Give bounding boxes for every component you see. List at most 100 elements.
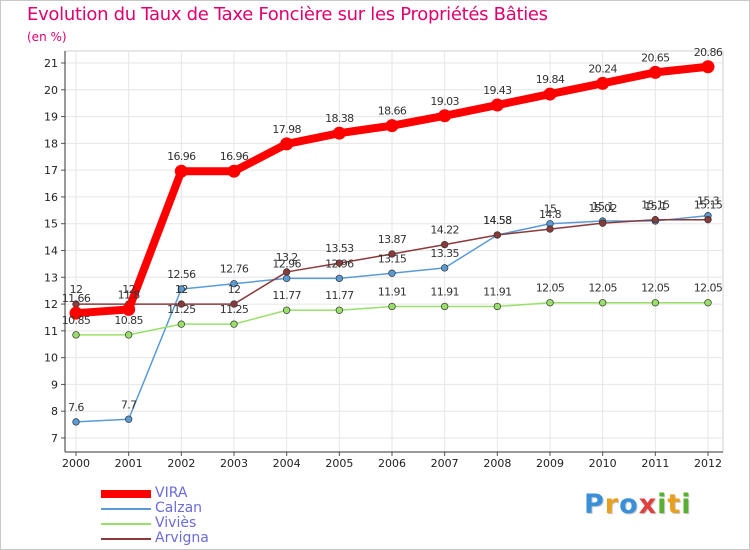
data-label-vivies: 10.85 [114,314,143,327]
data-label-arvigna: 13.2 [276,251,298,264]
data-point-calzan [230,280,238,288]
x-tick-label: 2008 [483,457,511,470]
x-tick-label: 2009 [536,457,564,470]
logo-letter: t [667,489,682,520]
legend-swatch-vivies [101,523,151,525]
data-label-arvigna: 12 [122,283,135,296]
data-point-arvigna [177,300,185,308]
data-label-calzan: 13.35 [430,247,459,260]
x-tick-label: 2010 [589,457,617,470]
x-tick-label: 2011 [641,457,669,470]
data-label-vira: 17.98 [272,123,301,136]
data-label-calzan: 12.76 [220,263,249,276]
data-label-calzan: 15.3 [697,195,720,208]
data-point-arvigna [283,268,291,276]
series-layer [69,60,715,426]
legend-swatch-arvigna [101,538,151,540]
proxiti-logo: Proxiti [584,489,692,520]
data-label-arvigna: 14.58 [483,214,512,227]
data-point-vivies [599,299,607,307]
data-label-vivies: 12.05 [588,282,617,295]
data-label-vira: 19.84 [536,73,565,86]
y-tick-label: 8 [51,405,58,418]
data-point-vivies [704,299,712,307]
y-tick-label: 20 [44,84,58,97]
axes: 7 8 9 10 11 12 13 14 15 16 17 18 19 20 21 2000 2001 2002 2… [44,51,723,470]
logo-letter: i [681,489,692,520]
data-label-vira: 18.66 [378,105,407,118]
data-label-vivies: 11.25 [220,303,249,316]
x-tick-label: 2006 [378,457,406,470]
y-tick-label: 14 [44,245,58,258]
data-label-vira: 20.86 [694,46,723,59]
data-label-vira: 11.66 [62,292,91,305]
legend-label-arvigna: Arvigna [155,530,209,546]
data-label-vivies: 10.85 [62,314,91,327]
data-point-vivies [546,299,554,307]
data-label-vivies: 11.77 [272,289,301,302]
y-tick-label: 9 [51,378,58,391]
data-label-calzan: 15 [544,203,557,216]
data-label-arvigna: 14.22 [430,224,459,237]
data-label-calzan: 15.1 [644,200,666,213]
x-tick-label: 2004 [273,457,301,470]
data-point-vivies [493,302,501,311]
data-label-arvigna: 12 [228,283,241,296]
data-label-vira: 20.24 [588,62,617,75]
y-tick-label: 12 [44,298,58,311]
data-label-vira: 20.65 [641,51,670,64]
data-point-calzan [283,274,291,283]
x-tick-label: 2012 [694,457,722,470]
data-point-vira [385,119,399,133]
data-point-vivies [388,302,396,311]
data-point-vira [438,109,452,123]
data-point-vivies [283,306,291,314]
logo-letter: r [604,489,620,520]
unit-label: (en %) [27,30,67,44]
legend: VIRA Calzan Viviès Arvigna [101,485,301,547]
data-point-vira [280,137,294,151]
x-tick-label: 2001 [115,457,143,470]
legend-swatch-vira [101,490,151,498]
data-point-vivies [230,320,238,328]
data-label-vivies: 11.77 [325,289,354,302]
y-tick-label: 19 [44,111,58,124]
data-point-arvigna [230,300,238,308]
data-label-calzan: 7.6 [68,401,84,414]
y-tick-label: 13 [44,271,58,284]
logo-letter: i [657,489,668,520]
data-label-vivies: 11.91 [483,285,512,298]
data-point-vivies [335,306,343,314]
data-point-vira [701,60,715,74]
data-point-vivies [651,299,659,307]
data-point-vira [122,302,136,316]
y-tick-label: 7 [51,432,58,445]
data-label-arvigna: 12 [70,283,83,296]
data-point-vira [332,126,346,140]
x-tick-label: 2007 [431,457,459,470]
data-label-calzan: 14.58 [483,214,512,227]
data-label-vivies: 12.05 [694,282,723,295]
data-labels: 11.66 11.8 16.96 16.96 17.98 18.38 18.66 19.03 1… [62,46,724,414]
data-label-calzan: 7.7 [121,398,137,411]
data-label-vira: 16.96 [167,150,196,163]
legend-swatch-calzan [101,508,151,510]
data-point-calzan [388,269,396,277]
data-point-arvigna [335,259,343,267]
data-point-vira [227,164,241,178]
y-tick-label: 15 [44,218,58,231]
legend-label-vira: VIRA [155,485,188,501]
data-point-vira [596,76,610,90]
data-point-arvigna [704,216,712,224]
data-label-arvigna: 14.8 [539,208,562,221]
data-label-vira: 11.8 [118,288,141,301]
data-label-arvigna: 15.02 [588,202,617,215]
data-label-calzan: 13.15 [378,252,407,265]
y-tick-label: 10 [44,352,58,365]
data-label-arvigna: 13.87 [378,233,407,246]
legend-item-vira: VIRA [101,485,301,502]
data-label-vivies: 11.25 [167,303,196,316]
data-label-vira: 19.43 [483,84,512,97]
